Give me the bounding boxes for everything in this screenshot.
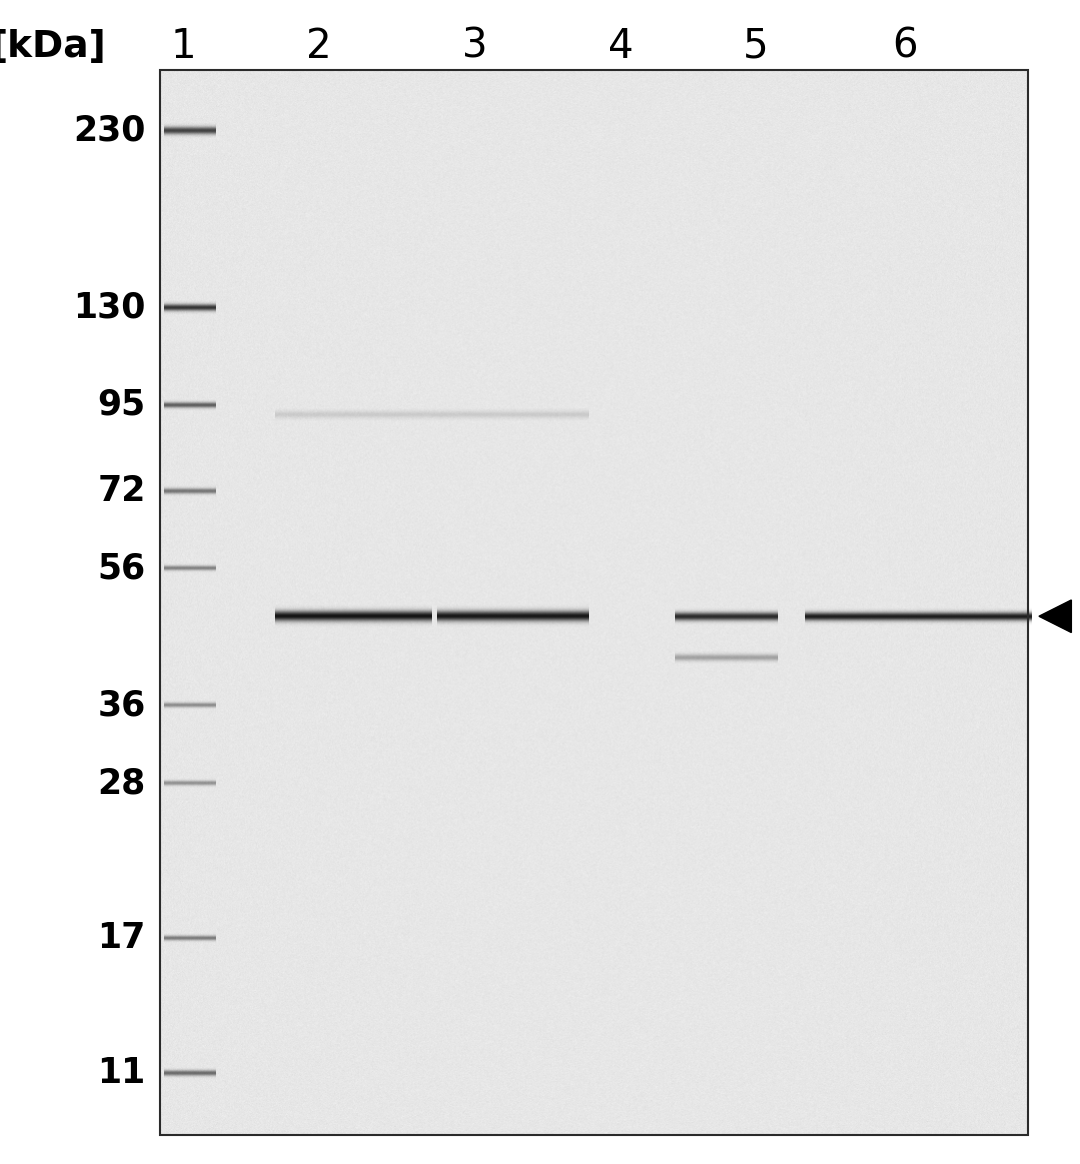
Text: [kDa]: [kDa] [0,29,107,64]
Text: 17: 17 [97,921,146,954]
Text: 28: 28 [97,766,146,800]
Text: 72: 72 [97,474,146,508]
Text: 1: 1 [171,27,197,66]
Text: 5: 5 [743,27,769,66]
Text: 2: 2 [306,27,332,66]
Text: 6: 6 [892,27,918,66]
Text: 95: 95 [97,388,146,421]
Text: 130: 130 [73,291,146,325]
Text: 56: 56 [97,552,146,585]
Text: 36: 36 [97,688,146,723]
Text: 230: 230 [73,114,146,148]
Text: 11: 11 [97,1056,146,1090]
Text: 4: 4 [608,27,634,66]
Bar [160,70,1028,1135]
Polygon shape [1039,599,1071,632]
Text: 3: 3 [462,27,488,66]
